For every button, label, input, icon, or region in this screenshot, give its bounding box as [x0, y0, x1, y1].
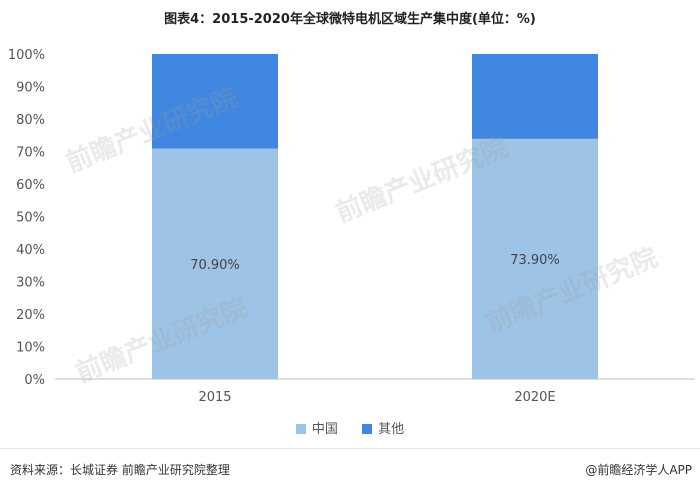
chart-legend: 中国 其他	[0, 418, 700, 437]
bar-segment-china	[472, 138, 598, 379]
source-note: 资料来源：长城证券 前瞻产业研究院整理	[10, 463, 230, 477]
y-tick-label: 60%	[16, 178, 45, 193]
chart-title: 图表4：2015-2020年全球微特电机区域生产集中度(单位：%)	[164, 12, 536, 27]
legend-label-china: 中国	[311, 422, 338, 437]
data-label: 73.90%	[510, 253, 560, 268]
y-tick-label: 30%	[16, 276, 45, 291]
legend-label-other: 其他	[378, 422, 405, 437]
y-tick-label: 20%	[16, 308, 45, 323]
data-label: 70.90%	[190, 258, 240, 273]
y-tick-label: 0%	[24, 373, 45, 388]
chart-area: 0% 10% 20% 30% 40% 50% 60% 70% 80% 90% 100% 70.90% 2…	[0, 30, 700, 450]
x-tick-label: 2020E	[514, 390, 555, 405]
bar-segment-other	[472, 54, 598, 139]
bar-segment-other	[152, 54, 278, 149]
stacked-bar-chart: 0% 10% 20% 30% 40% 50% 60% 70% 80% 90% 100% 70.90% 2…	[8, 48, 695, 405]
y-tick-label: 40%	[16, 243, 45, 258]
x-tick-label: 2015	[198, 390, 231, 405]
y-tick-label: 80%	[16, 113, 45, 128]
bar-segment-china	[152, 148, 278, 379]
brand-handle[interactable]: @前瞻经济学人APP	[585, 463, 692, 477]
footer: 资料来源：长城证券 前瞻产业研究院整理 @前瞻经济学人APP	[0, 448, 700, 482]
y-tick-label: 100%	[8, 48, 45, 63]
y-tick-label: 90%	[16, 81, 45, 96]
y-tick-label: 10%	[16, 341, 45, 356]
y-tick-label: 70%	[16, 146, 45, 161]
legend-item-china[interactable]: 中国	[295, 418, 338, 437]
y-tick-label: 50%	[16, 211, 45, 226]
legend-item-other[interactable]: 其他	[362, 418, 404, 437]
legend-swatch-other	[362, 424, 373, 434]
legend-swatch-china	[295, 424, 306, 434]
